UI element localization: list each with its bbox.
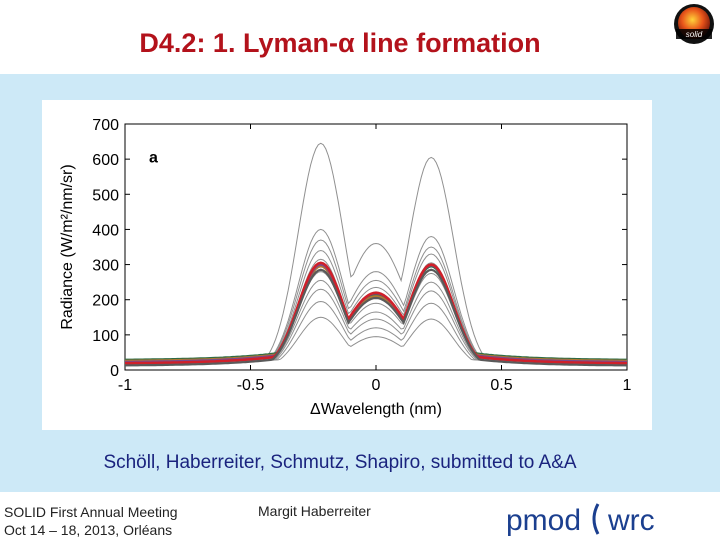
- logo-text: solid: [686, 30, 703, 39]
- x-axis-label: ΔWavelength (nm): [310, 401, 442, 418]
- series-line-12: [125, 263, 627, 362]
- x-tick-label: 0: [372, 377, 381, 394]
- series-line-4: [125, 249, 627, 366]
- series-line-8: [125, 288, 627, 365]
- series-line-15: [125, 268, 627, 367]
- presenter-name: Margit Haberreiter: [258, 503, 371, 519]
- slide-title: D4.2: 1. Lyman-α line formation: [139, 28, 541, 58]
- series-line-9: [125, 300, 627, 364]
- x-tick-label: -1: [118, 377, 132, 394]
- brand-left: pmod: [506, 504, 581, 537]
- footer-line1: SOLID First Annual Meeting: [4, 504, 178, 520]
- y-tick-label: 500: [92, 187, 119, 204]
- chart-area: 0 100 200 300 400 500 600 700 -1 -0.5 0 0.5 1 ΔWavele…: [42, 100, 652, 430]
- pmod-wrc-logo: pmod wrc: [506, 503, 655, 537]
- citation: Schöll, Haberreiter, Schmutz, Shapiro, s…: [103, 452, 577, 473]
- brand-divider-icon: [592, 503, 600, 535]
- brand-right: wrc: [607, 504, 655, 537]
- x-tick-label: -0.5: [237, 377, 265, 394]
- plot-frame: [124, 123, 628, 371]
- y-tick-label: 300: [92, 258, 119, 275]
- y-tick-label: 400: [92, 222, 119, 239]
- series-line-13: [125, 263, 627, 363]
- x-tick-label: 0.5: [490, 377, 512, 394]
- series-line-3: [125, 239, 627, 366]
- footer-line2: Oct 14 – 18, 2013, Orléans: [4, 522, 173, 538]
- y-tick-label: 100: [92, 328, 119, 345]
- solid-logo: solid: [674, 4, 714, 44]
- panel-label: a: [149, 150, 158, 167]
- y-tick-label: 600: [92, 152, 119, 169]
- series-line-14: [125, 261, 627, 365]
- series-line-6: [125, 271, 627, 365]
- series-line-10: [125, 316, 627, 364]
- radiance-chart: 0 100 200 300 400 500 600 700 -1 -0.5 0 0.5 1 ΔWavele…: [59, 117, 632, 418]
- x-tick-label: 1: [623, 377, 632, 394]
- y-axis-label: Radiance (W/m²/nm/sr): [59, 164, 76, 329]
- y-tick-label: 0: [110, 363, 119, 380]
- footer-meeting: SOLID First Annual Meeting Oct 14 – 18, …: [4, 503, 178, 539]
- series-line-1: [125, 142, 627, 367]
- y-tick-label: 200: [92, 293, 119, 310]
- y-tick-label: 700: [92, 117, 119, 134]
